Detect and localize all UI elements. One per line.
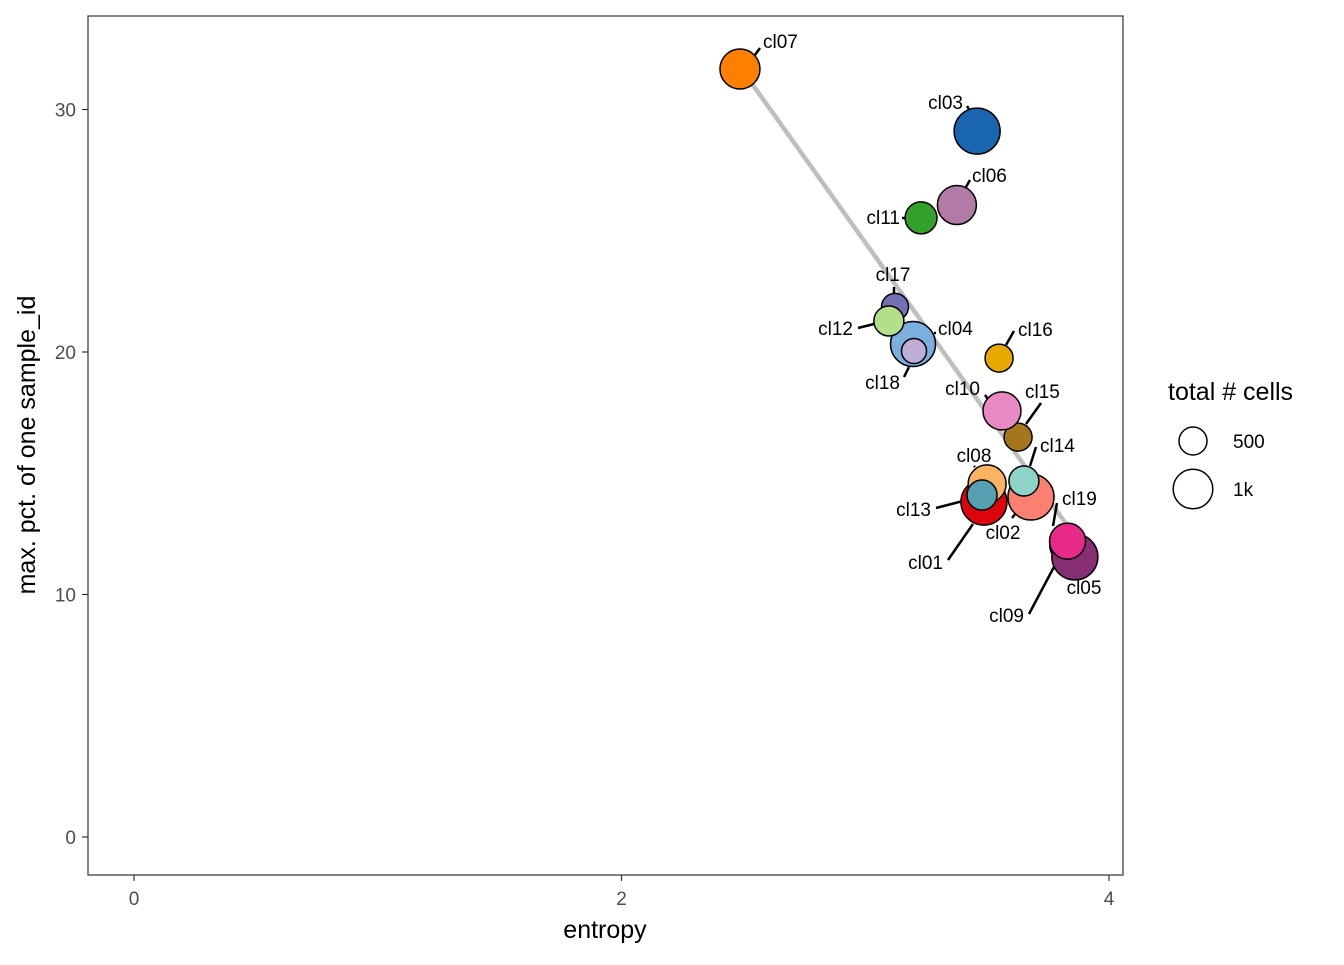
point-cl07 [719,48,761,90]
point-label-cl11: cl11 [867,208,900,229]
point-label-cl19: cl19 [1062,489,1097,510]
point-cl18 [900,337,928,365]
label-connector [1027,564,1057,615]
point-cl06 [936,184,978,226]
y-axis-title: max. pct. of one sample_id [13,296,41,595]
point-label-cl14: cl14 [1040,436,1075,457]
point-label-cl12: cl12 [818,319,853,340]
label-connector [1051,502,1059,527]
point-cl16 [984,343,1014,373]
label-connector [935,499,964,510]
legend-title: total # cells [1168,378,1293,406]
label-connector [1024,402,1043,425]
point-cl12 [873,305,905,337]
label-connector [1028,446,1038,467]
point-cl11 [904,201,938,235]
point-label-cl18: cl18 [865,373,900,394]
point-cl15 [1003,422,1033,452]
label-connector [857,322,875,330]
point-cl19 [1048,522,1087,560]
y-tick-label: 20 [55,343,76,364]
x-axis-title: entropy [563,916,647,944]
point-label-cl10: cl10 [945,379,980,400]
point-label-cl15: cl15 [1025,382,1060,403]
point-cl14 [1008,465,1040,497]
point-label-cl01: cl01 [908,553,943,574]
point-cl10 [982,391,1022,431]
label-connector [946,523,975,561]
legend-key-circle [1178,426,1208,456]
point-label-cl03: cl03 [928,93,963,114]
point-label-cl05: cl05 [1067,578,1102,599]
y-tick-label: 10 [55,586,76,607]
y-tick-label: 0 [65,828,76,849]
point-label-cl08: cl08 [957,446,992,467]
point-cl13 [966,479,998,511]
label-connector [964,179,972,188]
point-cl03 [953,107,1001,155]
label-connector [1004,330,1016,346]
label-connector [973,465,976,468]
plot-panel [87,15,1124,876]
point-label-cl13: cl13 [896,500,931,521]
point-label-cl02: cl02 [986,523,1021,544]
legend-key-label: 1k [1233,480,1254,501]
legend: total # cells 500 1k [1168,378,1293,510]
legend-key-label: 500 [1233,432,1265,453]
point-label-cl06: cl06 [972,166,1007,187]
legend-key-circle [1172,468,1214,510]
x-tick-label: 2 [616,889,627,910]
point-label-cl16: cl16 [1018,320,1053,341]
x-tick-label: 0 [129,889,140,910]
point-label-cl17: cl17 [876,265,911,286]
y-tick-label: 30 [55,101,76,122]
point-label-cl04: cl04 [938,319,973,340]
point-label-cl07: cl07 [763,32,798,53]
x-tick-label: 4 [1104,889,1115,910]
label-connector [902,366,911,378]
point-label-cl09: cl09 [989,606,1024,627]
